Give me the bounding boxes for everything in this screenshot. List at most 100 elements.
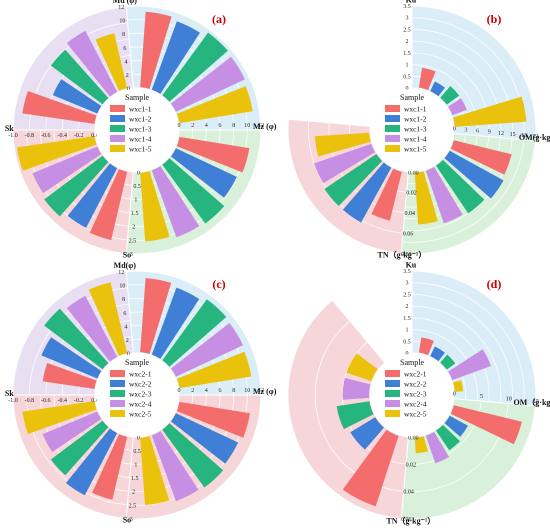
tick-label: 4 <box>125 59 128 65</box>
legend-label: wxc2-3 <box>404 390 427 399</box>
tick-label: 6 <box>123 311 126 317</box>
bar-wxc1-4 <box>151 166 200 238</box>
legend-label: wxc1-4 <box>404 135 427 144</box>
sector-label: So <box>123 250 131 259</box>
legend-swatch <box>385 410 400 417</box>
sector-label: TN（g·kg⁻¹） <box>386 515 435 525</box>
tick-label: 0 <box>453 392 456 398</box>
bar-wxc2-1 <box>42 362 97 389</box>
bar-wxc1-2 <box>67 163 118 228</box>
tick-label: 0 <box>453 127 456 133</box>
tick-label: 10 <box>119 19 125 25</box>
tick-label: 1.5 <box>131 476 139 482</box>
bar-wxc2-2 <box>151 287 200 359</box>
tick-label: -0.2 <box>74 133 84 139</box>
bar-wxc2-2 <box>430 346 446 362</box>
tick-label: -0.8 <box>25 398 35 404</box>
tick-label: 2 <box>406 304 409 310</box>
bar-wxc2-1 <box>418 337 434 356</box>
bar-wxc1-2 <box>342 162 392 223</box>
bar-wxc2-2 <box>170 413 239 464</box>
tick-label: 0 <box>406 351 409 357</box>
tick-label: 0.0 <box>91 133 99 139</box>
sector-label: Md(φ) <box>114 261 137 270</box>
tick-label: 21 <box>533 134 539 140</box>
tick-label: 0.00 <box>408 170 419 176</box>
legend-swatch <box>110 390 125 397</box>
tick-label: 8 <box>122 297 125 303</box>
tick-label: 0.02 <box>406 463 417 469</box>
bar-wxc2-1 <box>450 405 522 445</box>
legend-title: Sample <box>125 358 149 367</box>
tick-label: 0 <box>178 388 181 394</box>
legend-label: wxc2-1 <box>404 370 427 379</box>
legend-swatch <box>110 145 125 152</box>
legend-swatch <box>385 390 400 397</box>
tick-label: 9 <box>488 130 491 136</box>
tick-label: 12 <box>258 123 264 129</box>
bar-wxc1-3 <box>44 155 109 217</box>
bar-wxc1-3 <box>50 49 109 105</box>
bar-wxc2-2 <box>65 428 118 496</box>
bar-wxc2-3 <box>162 299 227 367</box>
tick-label: 0 <box>137 435 140 441</box>
bar-wxc1-2 <box>430 81 446 97</box>
tick-label: 0 <box>137 170 140 176</box>
grid-arc <box>411 64 478 136</box>
tick-label: 1 <box>406 328 409 334</box>
legend-label: wxc2-4 <box>129 400 152 409</box>
tick-label: 0.08 <box>401 252 412 258</box>
legend-swatch <box>110 380 125 387</box>
bar-wxc2-3 <box>336 401 374 430</box>
tick-label: 0.5 <box>133 449 141 455</box>
tick-label: 0.5 <box>403 74 411 80</box>
tick-label: 3 <box>130 252 133 258</box>
bar-wxc1-1 <box>89 169 128 241</box>
bar-wxc1-3 <box>162 158 225 224</box>
bar-wxc1-1 <box>450 140 512 175</box>
legend-swatch <box>110 135 125 142</box>
bar-wxc1-1 <box>22 91 97 124</box>
tick-label: 4 <box>205 123 208 129</box>
grid-arc <box>126 129 262 255</box>
legend-label: wxc2-5 <box>129 410 152 419</box>
tick-label: 2.5 <box>403 27 411 33</box>
legend-label: wxc2-2 <box>129 380 152 389</box>
sector-label: Sk <box>5 389 14 398</box>
legend-swatch <box>110 115 125 122</box>
sector-label: Mz (φ) <box>253 122 277 131</box>
bar-wxc1-4 <box>448 98 467 116</box>
bar-wxc1-5 <box>176 86 253 124</box>
bar-wxc1-1 <box>176 136 250 173</box>
grid-arc <box>287 119 402 254</box>
bar-wxc2-1 <box>140 278 172 354</box>
tick-label: 1.5 <box>131 211 139 217</box>
bar-wxc1-1 <box>418 67 436 91</box>
bar-wxc1-3 <box>436 159 485 214</box>
bar-wxc1-2 <box>444 150 504 199</box>
sector-label: Ku <box>406 260 417 269</box>
bar-wxc1-3 <box>162 32 228 102</box>
tick-label: 1 <box>406 63 409 69</box>
bars <box>16 11 253 242</box>
tick-label: 15 <box>510 132 516 138</box>
tick-label: 0.00 <box>408 435 419 441</box>
panel-label: (c) <box>212 277 225 291</box>
legend-label: wxc1-1 <box>129 105 152 114</box>
legend-label: wxc2-2 <box>404 380 427 389</box>
tick-label: -0.4 <box>57 133 67 139</box>
legend-label: wxc1-2 <box>129 115 152 124</box>
bar-wxc1-5 <box>414 171 438 225</box>
bars <box>336 337 522 507</box>
legend-label: wxc1-1 <box>404 105 427 114</box>
tick-label: 6 <box>476 129 479 135</box>
tick-label: 3.5 <box>403 4 411 10</box>
sector-label: OM(g·kg⁻¹) <box>519 133 550 142</box>
tick-label: 0.04 <box>404 211 415 217</box>
legend-label: wxc2-3 <box>129 390 152 399</box>
bars <box>22 278 252 506</box>
